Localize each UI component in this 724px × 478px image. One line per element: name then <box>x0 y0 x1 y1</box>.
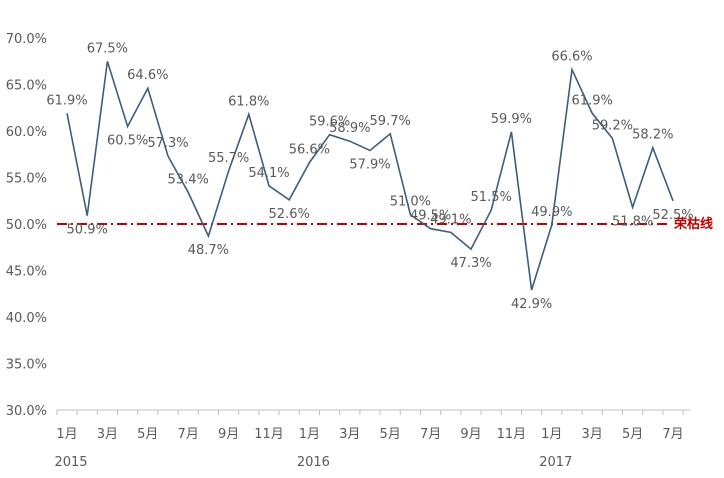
data-label: 61.8% <box>228 94 269 109</box>
y-tick-label: 70.0% <box>6 32 47 47</box>
y-tick-label: 60.0% <box>6 125 47 140</box>
x-tick-label: 5月 <box>622 427 643 442</box>
data-label: 53.4% <box>168 172 209 187</box>
x-tick-label: 11月 <box>497 427 527 442</box>
x-tick-label: 3月 <box>339 427 360 442</box>
x-tick-label: 7月 <box>420 427 441 442</box>
x-tick-label: 9月 <box>218 427 239 442</box>
x-tick-label: 7月 <box>178 427 199 442</box>
x-tick-label: 1月 <box>299 427 320 442</box>
x-tick-label: 7月 <box>662 427 683 442</box>
x-tick-label: 9月 <box>460 427 481 442</box>
y-tick-label: 30.0% <box>6 404 47 419</box>
x-tick-label: 3月 <box>582 427 603 442</box>
data-label: 54.1% <box>248 166 289 181</box>
data-label: 50.9% <box>67 223 108 238</box>
data-label: 59.9% <box>491 112 532 127</box>
data-label: 59.2% <box>592 118 633 133</box>
x-tick-label: 1月 <box>56 427 77 442</box>
data-label: 64.6% <box>127 68 168 83</box>
data-label: 58.9% <box>329 121 370 136</box>
data-label: 49.5% <box>410 209 451 224</box>
data-label: 66.6% <box>551 50 592 65</box>
data-label: 49.9% <box>531 205 572 220</box>
y-tick-label: 35.0% <box>6 358 47 373</box>
data-label: 48.7% <box>188 243 229 258</box>
x-tick-label: 5月 <box>137 427 158 442</box>
year-labels: 2015 2016 2017 <box>54 455 572 470</box>
reference-line-label: 荣枯线 <box>673 216 713 232</box>
data-label: 57.3% <box>147 136 188 151</box>
data-label: 51.0% <box>390 195 431 210</box>
data-label: 61.9% <box>572 93 613 108</box>
y-tick-label: 50.0% <box>6 218 47 233</box>
year-label: 2017 <box>539 455 572 470</box>
data-label: 67.5% <box>87 41 128 56</box>
x-axis-labels: 1月 3月 5月 7月 9月 11月 1月 3月 5月 7月 9月 11月 1月 3月 5月 7月 <box>56 427 683 442</box>
data-label: 55.7% <box>208 151 249 166</box>
data-label: 49.1% <box>430 212 471 227</box>
data-labels: 61.9% 50.9% 67.5% 60.5% 64.6% 57.3% 53.4% 48.7%… <box>46 41 693 312</box>
data-label: 51.8% <box>612 214 653 229</box>
data-label: 42.9% <box>511 297 552 312</box>
year-label: 2015 <box>54 455 87 470</box>
y-axis-labels: 30.0% 35.0% 40.0% 45.0% 50.0% 55.0% 60.0% 65.0%… <box>6 32 47 419</box>
series-line <box>66 61 674 291</box>
y-tick-label: 45.0% <box>6 265 47 280</box>
data-label: 52.6% <box>269 207 310 222</box>
data-label: 58.2% <box>632 128 673 143</box>
y-tick-label: 40.0% <box>6 311 47 326</box>
data-label: 52.5% <box>652 208 693 223</box>
data-label: 47.3% <box>450 256 491 271</box>
data-label: 51.5% <box>471 190 512 205</box>
x-tick-label: 1月 <box>541 427 562 442</box>
data-label: 60.5% <box>107 133 148 148</box>
y-tick-label: 55.0% <box>6 172 47 187</box>
year-label: 2016 <box>297 455 330 470</box>
data-label: 57.9% <box>349 158 390 173</box>
x-tick-label: 3月 <box>97 427 118 442</box>
x-tick-label: 11月 <box>254 427 284 442</box>
data-label: 61.9% <box>46 93 87 108</box>
x-tick-label: 5月 <box>380 427 401 442</box>
data-label: 56.6% <box>289 143 330 158</box>
x-axis-ticks <box>56 410 684 415</box>
data-label: 59.7% <box>370 114 411 129</box>
y-tick-label: 65.0% <box>6 79 47 94</box>
data-label: 59.6% <box>309 115 350 130</box>
